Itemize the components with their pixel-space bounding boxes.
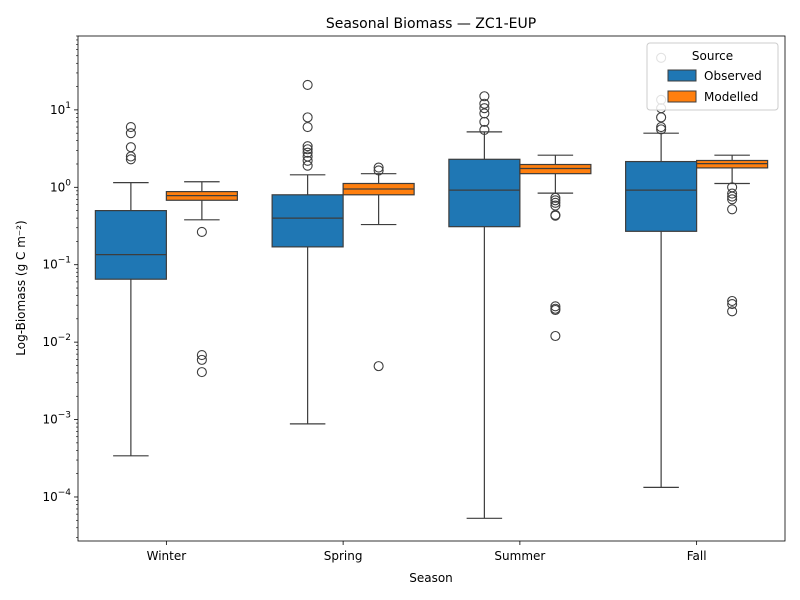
y-axis: 10−4 10−3 10−2 10−1 100 101 bbox=[42, 35, 78, 538]
y-tick-label: 10−3 bbox=[42, 411, 71, 427]
outlier-point bbox=[550, 301, 561, 312]
outlier-point bbox=[550, 210, 561, 221]
outlier-point bbox=[727, 295, 738, 307]
y-tick-label: 10−2 bbox=[42, 333, 71, 349]
outlier-point bbox=[302, 160, 313, 171]
box-modelled-summer bbox=[519, 154, 592, 342]
box-iqr bbox=[94, 210, 167, 280]
outlier-point bbox=[550, 195, 561, 206]
outlier-point bbox=[302, 141, 313, 152]
outlier-point bbox=[727, 299, 738, 310]
outlier-point bbox=[125, 154, 136, 165]
outlier-point bbox=[373, 361, 384, 372]
x-tick-label: Fall bbox=[687, 549, 707, 563]
plot-frame bbox=[77, 35, 786, 542]
x-axis: Winter Spring Summer Fall bbox=[147, 541, 707, 563]
y-tick-label: 10−1 bbox=[42, 256, 71, 272]
outlier-point bbox=[196, 226, 207, 237]
box-modelled-spring bbox=[342, 162, 415, 372]
y-axis-label: Log-Biomass (g C m⁻²) bbox=[14, 220, 28, 355]
outlier-point bbox=[479, 91, 490, 102]
outlier-point bbox=[125, 151, 136, 162]
legend-title: Source bbox=[692, 49, 733, 63]
y-tick-label: 10−4 bbox=[42, 488, 71, 504]
outlier-point bbox=[479, 98, 490, 109]
chart-title: Seasonal Biomass — ZC1-EUP bbox=[326, 16, 536, 32]
y-tick-label: 100 bbox=[50, 178, 71, 194]
x-axis-label: Season bbox=[409, 571, 453, 585]
outlier-point bbox=[727, 188, 738, 199]
outlier-point bbox=[727, 194, 738, 205]
legend-swatch bbox=[667, 69, 697, 82]
legend: Source Observed Modelled bbox=[646, 42, 779, 111]
outlier-point bbox=[656, 124, 667, 135]
y-tick-label: 101 bbox=[50, 101, 71, 117]
box-observed-winter bbox=[94, 122, 167, 457]
outlier-point bbox=[727, 306, 738, 317]
legend-label: Modelled bbox=[704, 90, 758, 104]
outlier-point bbox=[656, 122, 667, 133]
outlier-point bbox=[125, 142, 136, 153]
box-iqr bbox=[519, 163, 592, 175]
box-modelled-winter bbox=[165, 181, 238, 378]
boxes-layer bbox=[94, 52, 769, 519]
outlier-point bbox=[479, 116, 490, 127]
outlier-point bbox=[479, 108, 490, 119]
legend-label: Observed bbox=[704, 69, 762, 83]
box-observed-fall bbox=[625, 52, 698, 488]
outlier-point bbox=[302, 144, 313, 155]
legend-swatch bbox=[667, 90, 697, 103]
x-tick-label: Spring bbox=[324, 549, 363, 563]
outlier-point bbox=[373, 165, 384, 176]
box-iqr bbox=[448, 158, 521, 228]
box-observed-spring bbox=[271, 79, 344, 425]
outlier-point bbox=[727, 191, 738, 202]
outlier-point bbox=[373, 162, 384, 173]
outlier-point bbox=[302, 112, 313, 123]
outlier-point bbox=[479, 124, 490, 136]
box-modelled-fall bbox=[696, 154, 769, 317]
outlier-point bbox=[302, 122, 313, 133]
outlier-point bbox=[550, 330, 561, 342]
outlier-point bbox=[196, 350, 207, 361]
box-iqr bbox=[625, 160, 698, 232]
outlier-point bbox=[550, 192, 561, 203]
outlier-point bbox=[302, 155, 313, 166]
outlier-point bbox=[196, 354, 207, 365]
outlier-point bbox=[550, 304, 561, 316]
box-iqr bbox=[271, 194, 344, 248]
outlier-point bbox=[656, 112, 667, 123]
outlier-point bbox=[550, 197, 561, 208]
outlier-point bbox=[302, 147, 313, 158]
outlier-point bbox=[479, 103, 490, 114]
outlier-point bbox=[125, 122, 136, 133]
x-tick-label: Winter bbox=[147, 549, 187, 563]
box-observed-summer bbox=[448, 91, 521, 519]
outlier-point bbox=[727, 204, 738, 215]
x-tick-label: Summer bbox=[494, 549, 545, 563]
outlier-point bbox=[302, 79, 313, 90]
outlier-point bbox=[125, 128, 136, 139]
outlier-point bbox=[196, 367, 207, 378]
